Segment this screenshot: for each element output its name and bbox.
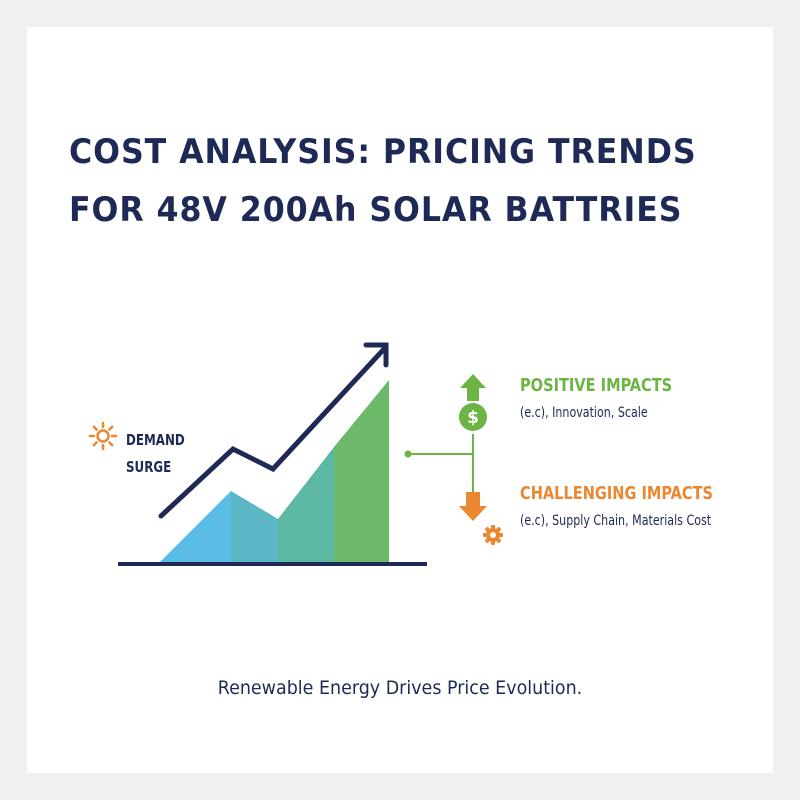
dollar-symbol: $ <box>467 408 479 428</box>
positive-impacts-description: (e.c), Innovation, Scale <box>520 405 648 421</box>
area-segment-2 <box>231 491 278 562</box>
gear-down-arrow-icon <box>459 492 503 545</box>
title-line-2: FOR 48V 200Ah SOLAR BATTRIES <box>69 190 683 230</box>
sun-icon <box>88 421 118 451</box>
demand-line-1: DEMAND <box>126 431 185 449</box>
trend-arrowhead <box>363 342 389 368</box>
infographic-card: COST ANALYSIS: PRICING TRENDS FOR 48V 20… <box>27 27 773 773</box>
demand-line-2: SURGE <box>126 458 172 476</box>
footer-caption: Renewable Energy Drives Price Evolution. <box>217 677 583 699</box>
challenging-impacts-title: CHALLENGING IMPACTS <box>520 483 714 504</box>
dollar-up-arrow-icon: $ <box>459 374 487 431</box>
title-line-1: COST ANALYSIS: PRICING TRENDS <box>69 132 697 172</box>
page-title: COST ANALYSIS: PRICING TRENDS FOR 48V 20… <box>69 123 701 239</box>
positive-impacts-title: POSITIVE IMPACTS <box>520 375 673 396</box>
area-segment-3 <box>278 447 334 562</box>
challenging-impacts-description: (e.c), Supply Chain, Materials Cost <box>520 513 712 529</box>
demand-surge-label: DEMAND SURGE <box>126 427 185 481</box>
area-segment-1 <box>160 491 231 562</box>
trend-diagram: $ <box>88 342 503 566</box>
area-segment-4 <box>334 380 389 562</box>
trend-line <box>158 346 387 519</box>
